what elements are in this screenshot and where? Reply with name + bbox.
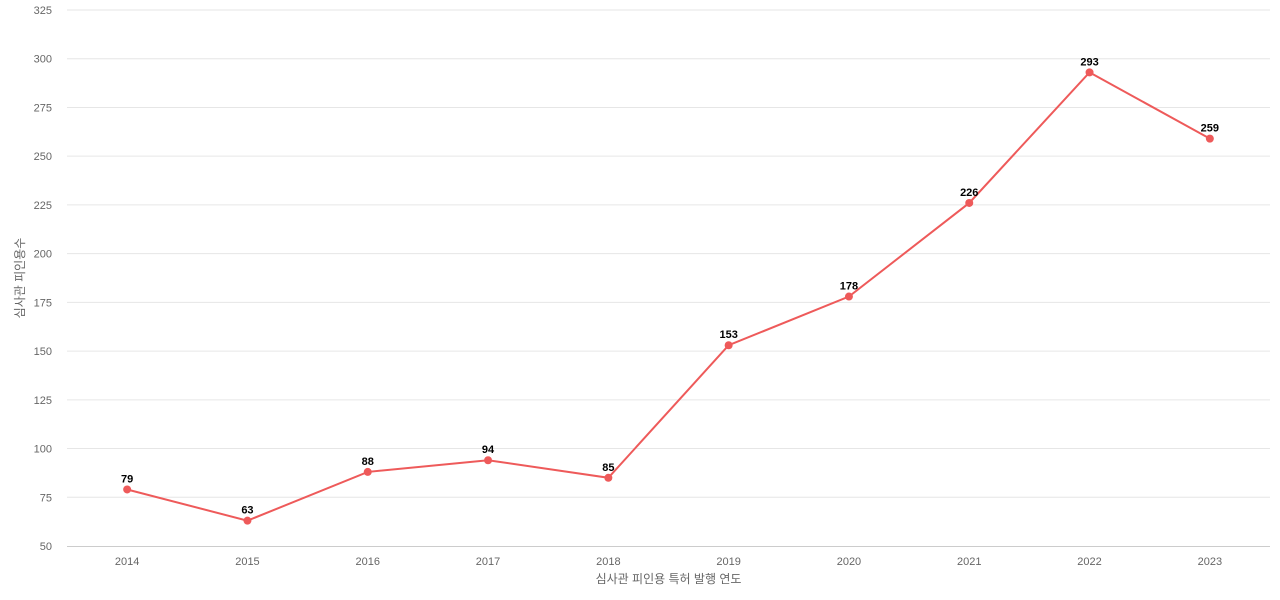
data-point-2018 bbox=[604, 473, 613, 482]
data-point-2019 bbox=[724, 341, 733, 350]
x-tick-label: 2019 bbox=[716, 556, 740, 568]
data-labels: 79 63 88 94 85 153 178 226 293 259 bbox=[121, 56, 1219, 516]
data-point-2017 bbox=[484, 456, 493, 465]
data-points bbox=[123, 68, 1214, 525]
x-tick-label: 2022 bbox=[1077, 556, 1101, 568]
data-point-2021 bbox=[965, 198, 974, 207]
y-tick-label: 325 bbox=[34, 5, 52, 17]
y-axis-ticks: 50 75 100 125 150 175 200 225 250 275 300 325 bbox=[34, 5, 52, 553]
y-tick-label: 200 bbox=[34, 249, 52, 261]
data-label-2014: 79 bbox=[121, 473, 133, 485]
data-point-2014 bbox=[123, 485, 132, 494]
y-tick-label: 150 bbox=[34, 346, 52, 358]
y-tick-label: 175 bbox=[34, 297, 52, 309]
data-label-2022: 293 bbox=[1080, 56, 1098, 68]
y-tick-label: 300 bbox=[34, 54, 52, 66]
x-tick-label: 2016 bbox=[356, 556, 380, 568]
data-label-2016: 88 bbox=[362, 456, 374, 468]
y-tick-label: 125 bbox=[34, 395, 52, 407]
data-point-2016 bbox=[363, 467, 372, 476]
data-label-2017: 94 bbox=[482, 444, 495, 456]
data-label-2015: 63 bbox=[241, 505, 253, 517]
x-tick-label: 2020 bbox=[837, 556, 861, 568]
x-tick-label: 2023 bbox=[1198, 556, 1222, 568]
y-tick-label: 225 bbox=[34, 200, 52, 212]
data-label-2023: 259 bbox=[1201, 123, 1219, 135]
data-point-2020 bbox=[844, 292, 853, 301]
y-tick-label: 275 bbox=[34, 102, 52, 114]
x-axis-title: 심사관 피인용 특허 발행 연도 bbox=[596, 571, 742, 586]
data-point-2015 bbox=[243, 516, 252, 525]
x-tick-label: 2015 bbox=[235, 556, 259, 568]
series-line bbox=[126, 71, 1211, 522]
x-tick-label: 2018 bbox=[596, 556, 620, 568]
data-label-2020: 178 bbox=[840, 281, 858, 293]
data-point-2022 bbox=[1085, 68, 1094, 77]
y-tick-label: 250 bbox=[34, 151, 52, 163]
y-axis-title: 심사관 피인용수 bbox=[13, 238, 27, 319]
y-tick-label: 75 bbox=[40, 492, 52, 504]
x-axis-ticks: 2014 2015 2016 2017 2018 2019 2020 2021 2022 2023 bbox=[115, 556, 1222, 568]
data-label-2018: 85 bbox=[602, 462, 614, 474]
y-tick-label: 100 bbox=[34, 444, 52, 456]
y-tick-label: 50 bbox=[40, 541, 52, 553]
x-tick-label: 2014 bbox=[115, 556, 139, 568]
data-point-2023 bbox=[1205, 134, 1214, 143]
x-tick-label: 2021 bbox=[957, 556, 981, 568]
gridlines bbox=[67, 9, 1270, 498]
data-label-2019: 153 bbox=[719, 329, 737, 341]
data-label-2021: 226 bbox=[960, 187, 978, 199]
x-tick-label: 2017 bbox=[476, 556, 500, 568]
